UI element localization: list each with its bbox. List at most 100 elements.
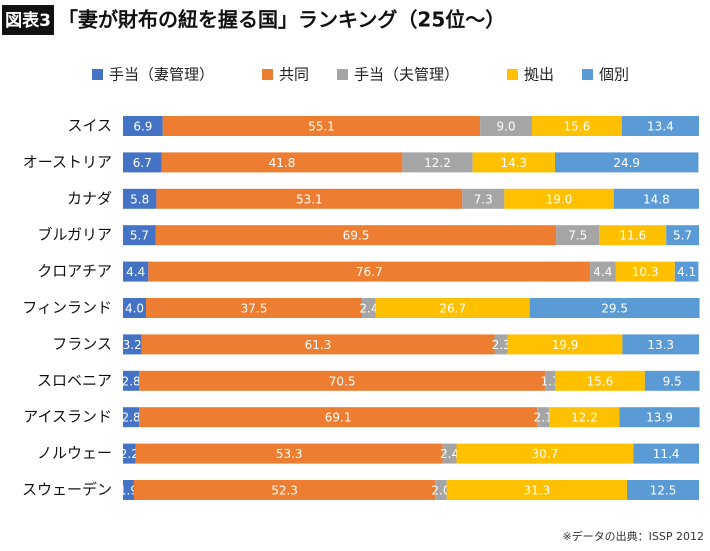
value-label: 2.1 xyxy=(534,411,553,425)
value-label: 69.5 xyxy=(343,229,370,243)
legend-label: 手当（夫管理） xyxy=(354,66,459,84)
bar-segment xyxy=(148,261,591,282)
value-label: 12.2 xyxy=(424,156,451,170)
bar-segment xyxy=(507,334,623,355)
bar-segment xyxy=(155,225,557,246)
bar-segment xyxy=(156,188,463,209)
value-label: 41.8 xyxy=(269,156,296,170)
value-label: 24.9 xyxy=(613,156,640,170)
value-label: 2.2 xyxy=(120,447,139,461)
figure-label-box xyxy=(2,5,54,35)
value-label: 2.8 xyxy=(122,374,141,388)
category-label: フィンランド xyxy=(22,299,112,317)
category-label: スロベニア xyxy=(37,371,112,389)
value-label: 4.0 xyxy=(125,302,144,316)
bar-segment xyxy=(666,225,699,246)
value-label: 12.5 xyxy=(650,484,677,498)
bar-segment xyxy=(435,480,447,500)
bar-segment xyxy=(133,480,436,500)
category-label: スイス xyxy=(67,117,112,135)
value-label: 76.7 xyxy=(356,265,383,279)
legend-swatch xyxy=(337,69,348,80)
bar-segment xyxy=(621,116,699,136)
value-label: 5.7 xyxy=(130,229,149,243)
figure-label: 図表3 xyxy=(5,10,51,31)
bar-segment xyxy=(529,298,700,318)
category-label: アイスランド xyxy=(23,408,112,426)
bar-segment xyxy=(123,261,149,282)
category-label: スウェーデン xyxy=(22,481,112,499)
bar-segment xyxy=(633,443,699,464)
bar-segment xyxy=(123,443,136,464)
value-label: 4.4 xyxy=(593,265,612,279)
bar-segment xyxy=(146,298,363,318)
bar-segment xyxy=(456,443,634,464)
bar-segment xyxy=(135,443,443,464)
bar-segment xyxy=(555,370,645,391)
bar-segment xyxy=(627,480,699,500)
bar-segment xyxy=(123,370,140,391)
bar-segment xyxy=(139,407,538,428)
value-label: 19.9 xyxy=(552,338,579,352)
bar-segment xyxy=(162,116,481,136)
bar-segment xyxy=(549,407,620,428)
bar-segment xyxy=(644,370,700,391)
value-label: 1.7 xyxy=(541,374,560,388)
category-label: ノルウェー xyxy=(37,444,112,462)
bar-segment xyxy=(123,298,147,318)
value-label: 3.2 xyxy=(123,338,142,352)
bar-segment xyxy=(531,116,622,136)
legend-label: 個別 xyxy=(599,66,629,84)
value-label: 2.4 xyxy=(359,302,378,316)
value-label: 69.1 xyxy=(325,411,352,425)
bar-segment xyxy=(402,152,473,173)
source: ※データの出典：ISSP 2012 xyxy=(562,529,704,543)
value-label: 61.3 xyxy=(305,338,332,352)
bar-segment xyxy=(622,334,699,355)
legend-label: 共同 xyxy=(279,66,309,84)
value-label: 7.5 xyxy=(568,229,587,243)
value-label: 13.4 xyxy=(647,120,674,134)
bar-segment xyxy=(462,188,505,209)
bar-segment xyxy=(615,261,675,282)
bar-segment xyxy=(123,188,157,209)
bar-segment xyxy=(619,407,700,428)
bar-segment xyxy=(472,152,555,173)
value-label: 53.3 xyxy=(276,447,303,461)
legend-swatch xyxy=(262,69,273,80)
bar-segment xyxy=(446,480,627,500)
value-label: 4.4 xyxy=(126,265,145,279)
bar-segment xyxy=(161,152,403,173)
value-label: 11.6 xyxy=(619,229,646,243)
bar-segment xyxy=(590,261,616,282)
value-label: 52.3 xyxy=(271,484,298,498)
value-label: 4.1 xyxy=(677,265,696,279)
category-label: ブルガリア xyxy=(37,226,112,244)
value-label: 5.8 xyxy=(130,192,149,206)
legend-swatch xyxy=(507,69,518,80)
value-label: 70.5 xyxy=(329,374,356,388)
legend-label: 拠出 xyxy=(524,66,554,84)
value-label: 6.9 xyxy=(133,120,152,134)
value-label: 55.1 xyxy=(308,120,335,134)
value-label: 14.8 xyxy=(643,192,670,206)
value-label: 14.3 xyxy=(500,156,527,170)
bar-segment xyxy=(139,370,546,391)
bar-segment xyxy=(141,334,495,355)
value-label: 26.7 xyxy=(439,302,466,316)
value-label: 9.5 xyxy=(663,374,682,388)
value-label: 13.3 xyxy=(647,338,674,352)
value-label: 13.9 xyxy=(646,411,673,425)
value-label: 7.3 xyxy=(474,192,493,206)
bar-segment xyxy=(545,370,555,391)
category-label: クロアチア xyxy=(37,262,112,280)
bar-segment xyxy=(123,225,156,246)
bar-segment xyxy=(480,116,532,136)
bar-segment xyxy=(123,334,142,355)
value-label: 2.8 xyxy=(122,411,141,425)
value-label: 1.9 xyxy=(119,484,138,498)
value-label: 53.1 xyxy=(296,192,323,206)
bar-segment xyxy=(537,407,550,428)
bar-segment xyxy=(123,407,140,428)
